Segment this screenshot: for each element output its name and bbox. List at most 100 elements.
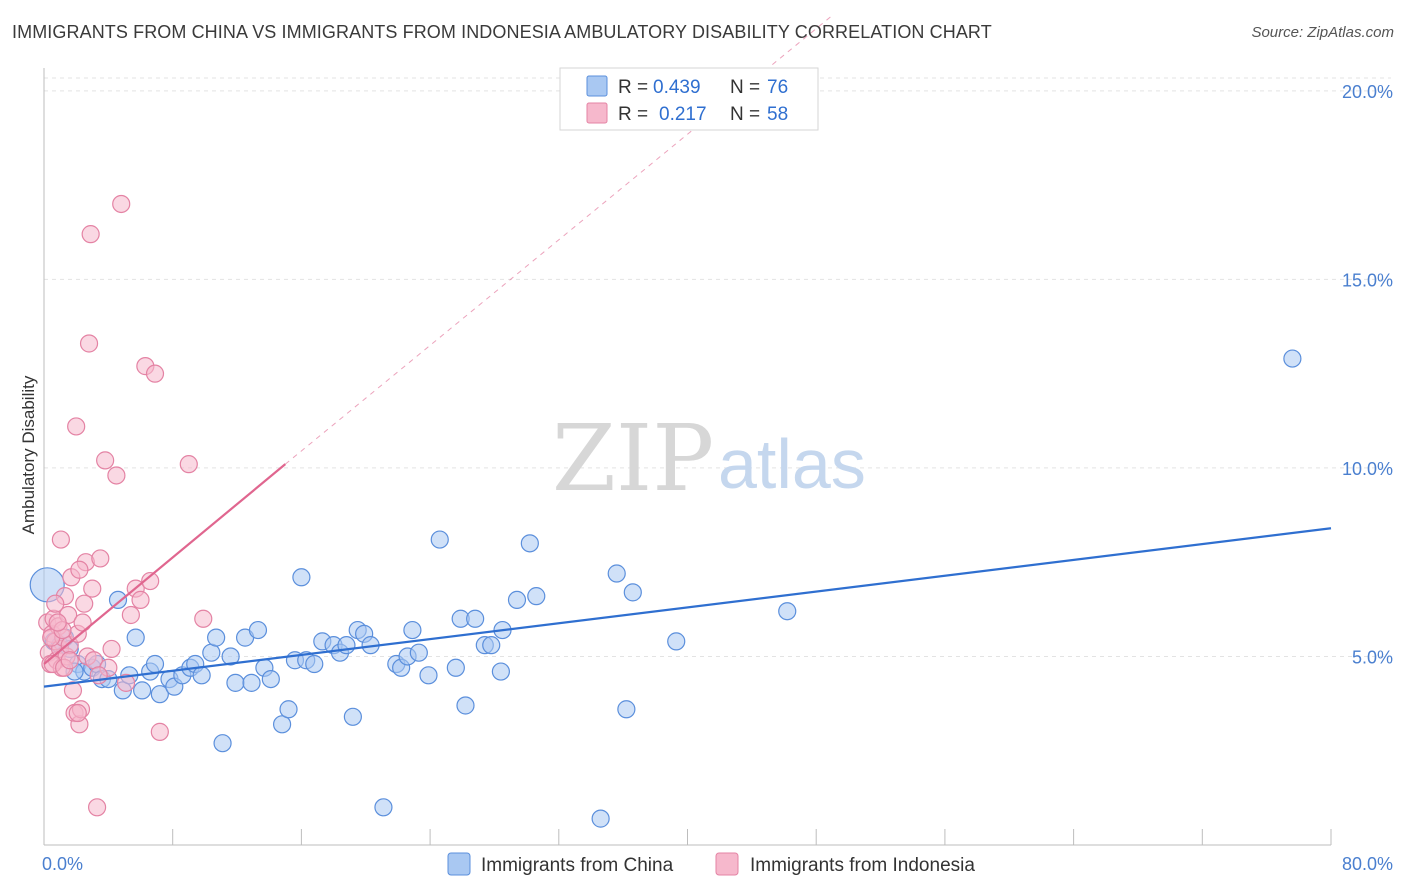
indonesia-point (81, 225, 100, 244)
china-point (207, 628, 226, 647)
china-point (261, 669, 280, 689)
china-point (192, 666, 211, 685)
axes (43, 68, 1332, 846)
china-point (126, 628, 145, 647)
indonesia-trend-extension (284, 15, 833, 465)
china-point (446, 658, 465, 677)
indonesia-point (107, 466, 126, 485)
china-point (482, 636, 501, 655)
indonesia-point (121, 605, 140, 625)
china-point (607, 564, 626, 583)
series-legend-swatch-indonesia (715, 852, 739, 876)
indonesia-point (79, 334, 99, 353)
series-legend-label-china: Immigrants from China (481, 855, 674, 876)
china-point (527, 587, 546, 606)
indonesia-trend-line (43, 463, 287, 665)
grid-lines (44, 77, 1391, 657)
china-point (491, 662, 510, 681)
china-point (466, 609, 485, 628)
indonesia-point (194, 609, 213, 628)
indonesia-point (68, 703, 87, 723)
china-point (617, 700, 636, 719)
watermark: ZIP atlas (552, 405, 866, 512)
china-point (591, 809, 610, 828)
x-tick-labels: 0.0% 80.0% (42, 854, 1393, 874)
watermark-atlas: atlas (718, 425, 866, 503)
china-point (221, 647, 240, 666)
china-point (133, 681, 152, 700)
indonesia-point (87, 798, 107, 817)
indonesia-point (51, 530, 70, 549)
x-tick-label-min: 0.0% (42, 854, 83, 874)
x-tick-label-max: 80.0% (1342, 854, 1393, 874)
china-point (520, 534, 539, 553)
legend-swatch-china (586, 75, 608, 97)
china-point (202, 643, 221, 662)
indonesia-point (179, 455, 198, 474)
legend-r-value-indonesia: 0.217 (659, 104, 707, 125)
china-point (667, 632, 686, 651)
china-point (213, 734, 232, 753)
indonesia-point (145, 364, 165, 383)
series-legend: Immigrants from China Immigrants from In… (447, 852, 975, 876)
china-point (226, 673, 245, 692)
y-tick-label: 15.0% (1342, 270, 1393, 290)
legend-swatch-indonesia (586, 102, 608, 124)
indonesia-point (91, 549, 110, 568)
legend-n-label-china: N = (730, 77, 760, 98)
y-axis-label: Ambulatory Disability (19, 375, 38, 534)
china-point (409, 643, 428, 662)
indonesia-point (102, 639, 121, 659)
indonesia-point (70, 560, 89, 579)
china-point (778, 602, 797, 621)
china-point (1283, 349, 1302, 368)
y-tick-label: 20.0% (1342, 82, 1393, 102)
source-credit: Source: ZipAtlas.com (1251, 24, 1394, 41)
indonesia-point (131, 590, 150, 610)
china-trend-line (43, 527, 1332, 688)
indonesia-point (60, 651, 79, 670)
y-tick-label: 5.0% (1352, 647, 1393, 667)
indonesia-point (67, 417, 86, 436)
data-points (29, 194, 1302, 828)
legend-n-value-china: 76 (767, 77, 788, 98)
y-tick-labels: 5.0% 10.0% 15.0% 20.0% (1342, 82, 1393, 668)
watermark-zip: ZIP (552, 405, 714, 512)
china-point (430, 530, 449, 549)
china-point (145, 654, 165, 674)
china-point (507, 590, 527, 610)
indonesia-point (63, 681, 83, 700)
indonesia-point (75, 594, 94, 613)
indonesia-point (116, 673, 136, 692)
china-point (343, 707, 362, 726)
china-point (279, 700, 298, 719)
indonesia-point (112, 194, 131, 214)
china-point (292, 568, 311, 587)
correlation-legend: R = 0.439 N = 76 R = 0.217 N = 58 (559, 67, 819, 131)
indonesia-point (46, 594, 65, 613)
china-point (272, 715, 292, 734)
china-point (419, 666, 438, 685)
indonesia-point (48, 613, 67, 632)
legend-n-value-indonesia: 58 (767, 104, 788, 125)
legend-n-label-indonesia: N = (730, 104, 760, 125)
china-point (108, 590, 128, 610)
china-point (623, 583, 642, 602)
china-point (242, 673, 261, 692)
china-point (374, 798, 393, 817)
china-point (305, 654, 324, 674)
trend-lines (43, 15, 1332, 688)
indonesia-point (150, 722, 169, 741)
china-point (248, 620, 268, 640)
china-point (456, 696, 475, 715)
legend-r-value-china: 0.439 (653, 77, 701, 98)
series-legend-label-indonesia: Immigrants from Indonesia (750, 855, 975, 876)
china-point (150, 685, 169, 704)
chart-title: IMMIGRANTS FROM CHINA VS IMMIGRANTS FROM… (12, 22, 992, 42)
indonesia-point (96, 451, 115, 470)
legend-r-label-indonesia: R = (618, 104, 648, 125)
china-point (403, 620, 422, 640)
indonesia-point (141, 571, 160, 591)
indonesia-point (83, 579, 102, 598)
